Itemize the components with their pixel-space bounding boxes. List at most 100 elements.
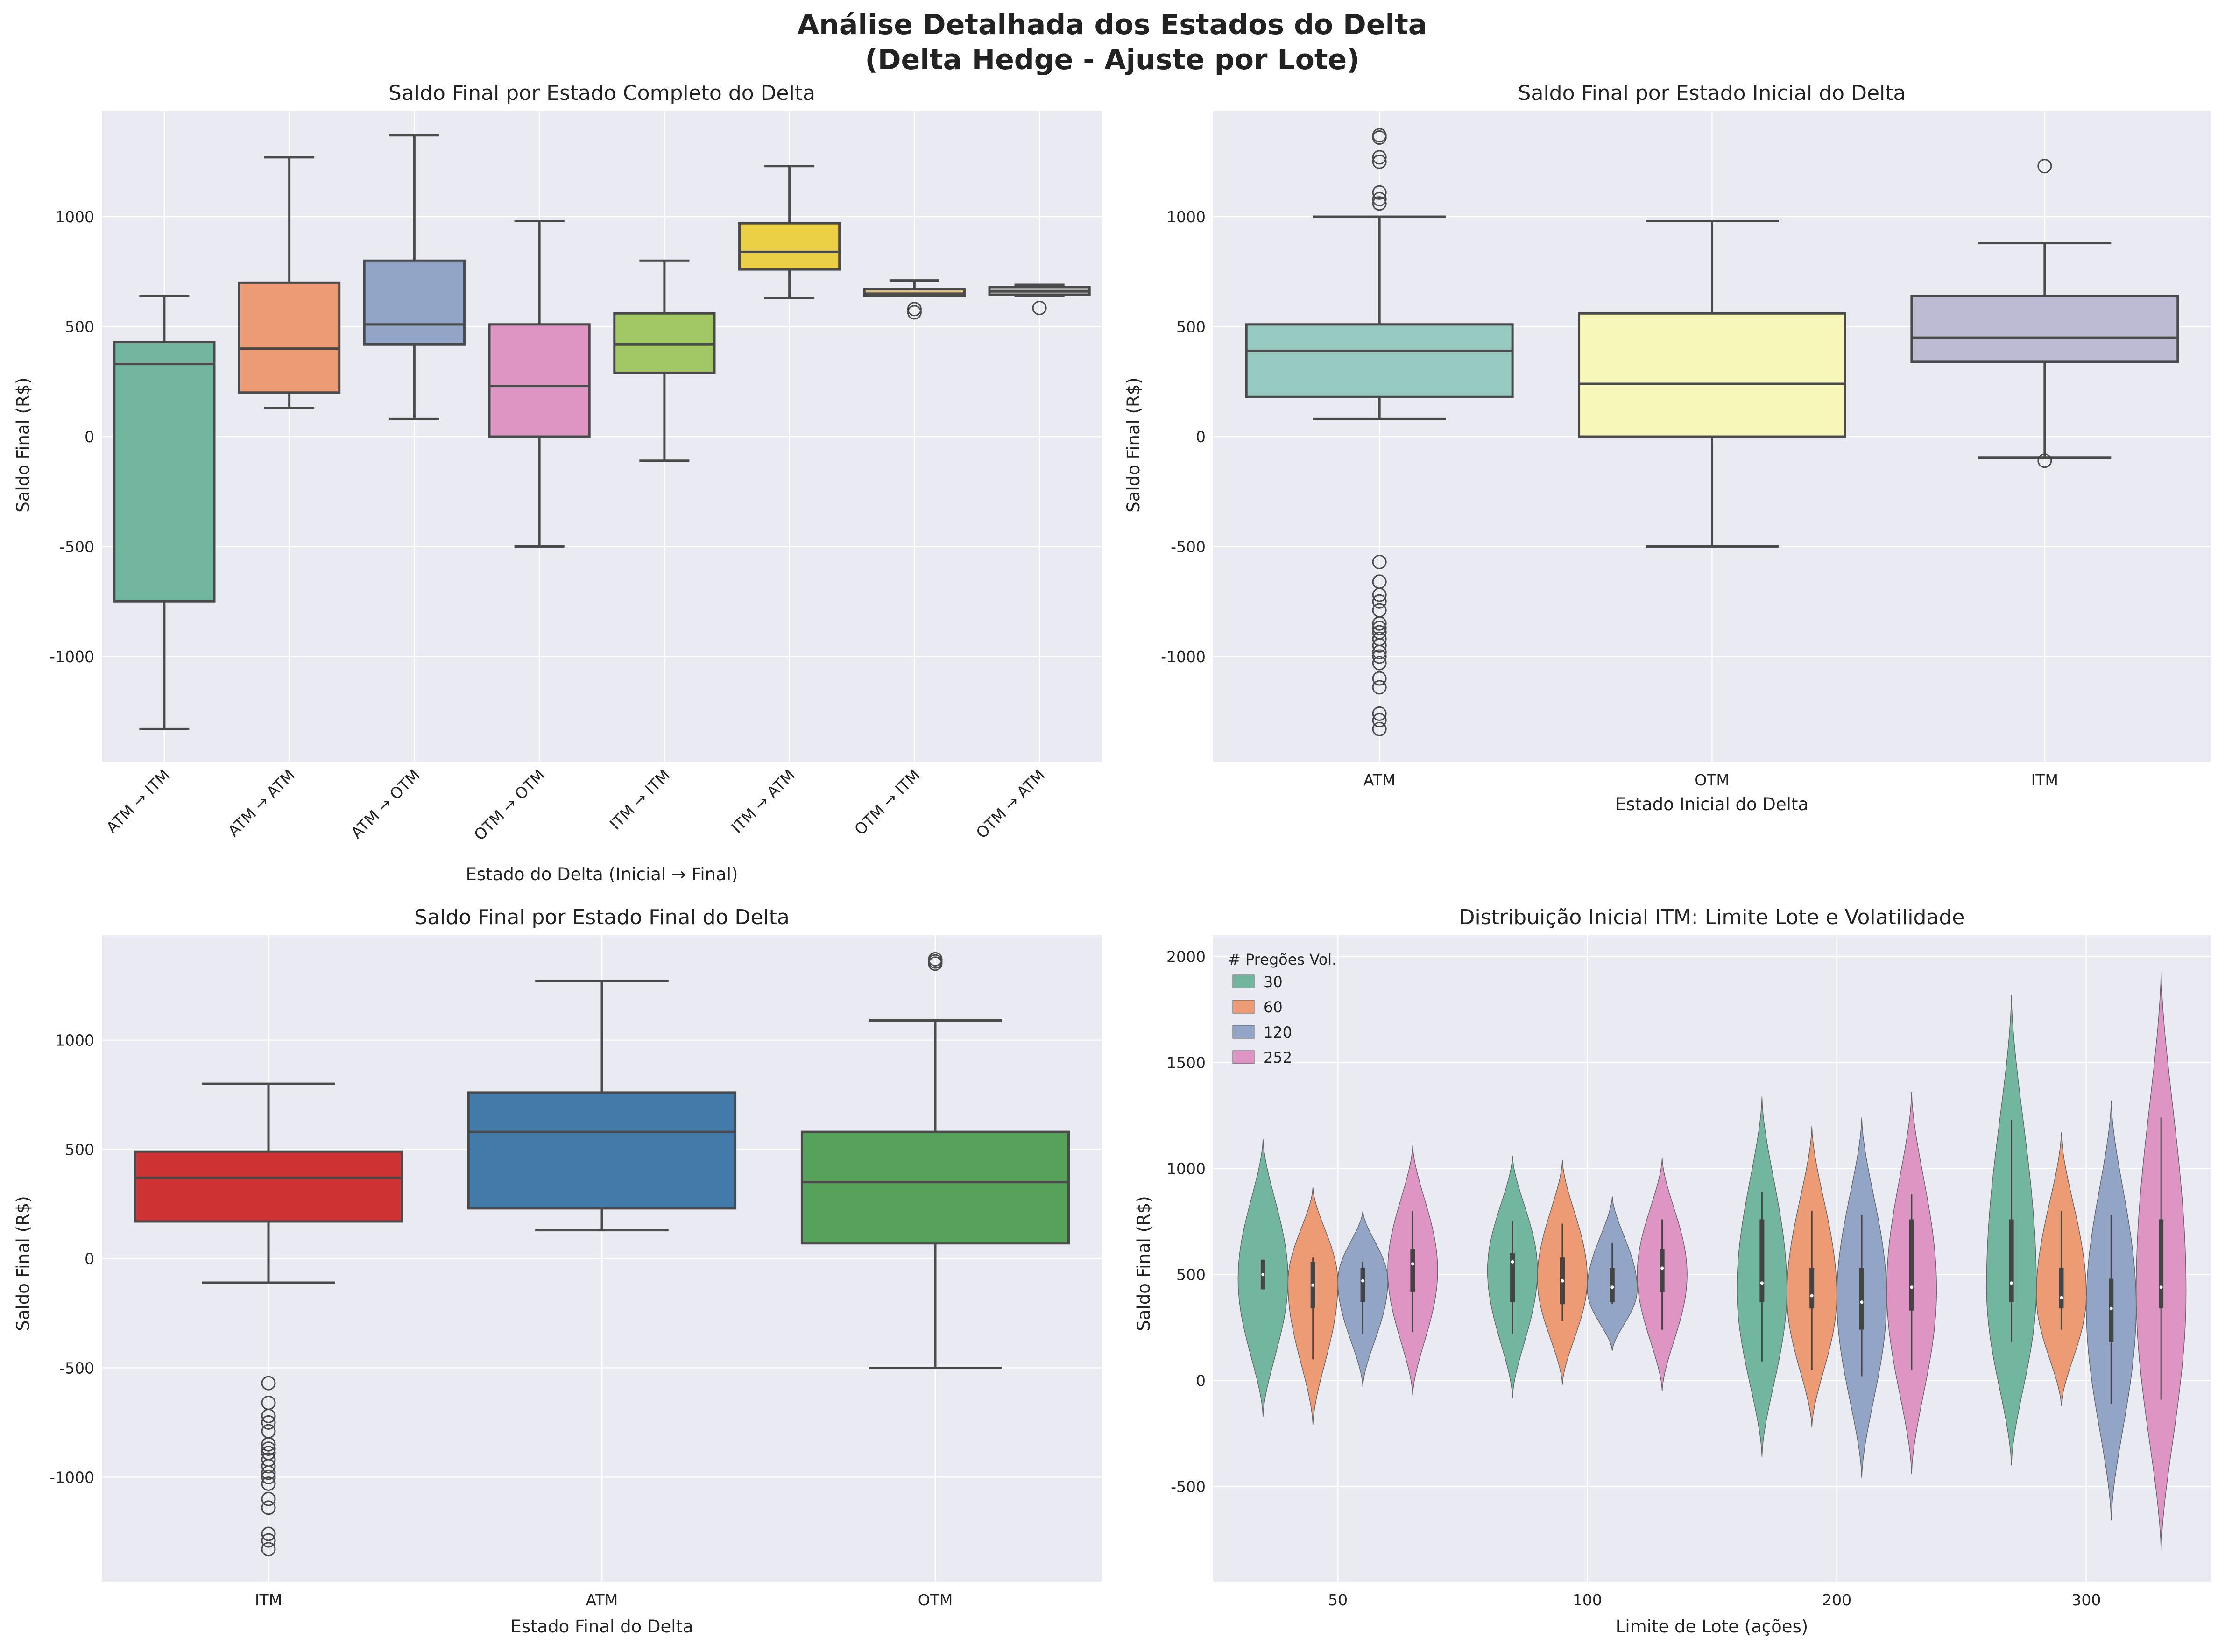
y-tick-label: 1500 [1166,1053,1206,1072]
panel-state-complete: Saldo Final por Estado Completo do Delta… [13,81,1102,884]
y-tick-label: -500 [1171,1478,1206,1496]
y-tick-label: 1000 [55,208,94,226]
x-tick-label: OTM → ATM [973,766,1049,842]
outlier-point [261,1459,276,1474]
x-axis-label: Estado Inicial do Delta [1615,794,1808,814]
outlier-point [1372,150,1387,165]
panel-state-initial: Saldo Final por Estado Inicial do Delta … [1123,81,2211,814]
violin-median [1810,1294,1814,1298]
x-axis-label: Estado Final do Delta [510,1617,693,1637]
y-tick-label: -500 [59,537,94,556]
outlier-point [1372,185,1387,200]
violin-median [1361,1279,1365,1283]
outlier-point [261,1526,276,1541]
outlier-point [1372,554,1387,569]
x-tick-label: ATM [1363,771,1396,789]
y-tick-label: 0 [85,1250,94,1268]
panel-itm-violin: Distribuição Inicial ITM: Limite Lote e … [1134,905,2211,1637]
x-tick-label: ATM → OTM [347,766,424,842]
outlier-point [261,1465,276,1480]
violin-iqr-box [2109,1278,2114,1342]
violin-median [1561,1279,1564,1283]
outlier-point [1372,130,1387,145]
outlier-point [907,305,922,320]
marks [1237,969,2187,1553]
box-2 [800,1130,1070,1245]
y-tick-label: 500 [1176,318,1206,336]
legend-entry: 60 [1264,998,1283,1016]
outlier-point [1372,671,1387,686]
marks [113,134,1091,730]
outlier-point [1372,191,1387,206]
panel-title: Distribuição Inicial ITM: Limite Lote e … [1459,905,1965,929]
outlier-point [2037,453,2052,468]
violin-median [2109,1306,2113,1310]
box-0 [113,340,216,603]
plot-area [102,111,1102,762]
y-tick-label: 0 [1196,1372,1206,1390]
outlier-point [1372,706,1387,721]
violin-iqr-box [1660,1249,1665,1292]
x-tick-label: ATM → ITM [103,766,174,837]
y-tick-label: 1000 [1166,1160,1206,1178]
outlier-point [261,1376,276,1391]
violin-iqr-box [1610,1268,1615,1302]
outlier-point [261,1491,276,1506]
y-tick-label: 0 [85,428,94,446]
box-1 [1578,312,1846,438]
y-tick-label: -500 [1171,537,1206,556]
violin-median [1860,1300,1864,1304]
violin-median [1760,1281,1764,1285]
outlier-point [1372,721,1387,736]
y-tick-label: 0 [1196,428,1206,446]
outlier-point [928,956,943,971]
legend-entry: 30 [1264,973,1283,991]
violin-iqr-box [1859,1268,1865,1330]
violin-median [1311,1283,1315,1287]
box-0 [1245,323,1514,398]
panel-title: Saldo Final por Estado Completo do Delta [388,81,815,105]
legend-swatch [1232,1025,1255,1039]
x-tick-label: OTM [1695,771,1730,789]
x-axis-label: Limite de Lote (ações) [1616,1617,1808,1637]
y-tick-label: 1000 [1166,208,1206,226]
outlier-point [261,1408,276,1423]
violin-median [1261,1273,1265,1277]
box-2 [363,259,466,346]
x-tick-label: 50 [1328,1591,1348,1609]
y-tick-label: 500 [65,1141,94,1159]
violin-median [1660,1266,1664,1270]
y-tick-label: 2000 [1166,947,1206,966]
x-tick-label: 200 [1822,1591,1851,1609]
panel-title: Saldo Final por Estado Final do Delta [414,905,790,929]
y-tick-label: 500 [65,318,94,336]
x-tick-label: ITM [255,1591,282,1609]
x-tick-label: 100 [1573,1591,1602,1609]
outlier-point [907,302,922,317]
y-tick-label: 500 [1176,1266,1206,1284]
outlier-point [1372,587,1387,602]
outlier-point [261,1437,276,1452]
y-axis-label: Saldo Final (R$) [13,377,33,512]
outlier-point [1372,196,1387,211]
outlier-point [261,1476,276,1491]
y-tick-label: -1000 [49,648,94,666]
outlier-point [1372,645,1387,660]
outlier-point [261,1533,276,1548]
outlier-point [1372,649,1387,664]
outlier-point [261,1415,276,1430]
x-tick-label: 300 [2071,1591,2101,1609]
box-2 [1910,295,2179,363]
y-tick-label: -1000 [1161,648,1206,666]
violin-median [2010,1281,2013,1285]
x-tick-label: ATM → ATM [224,766,298,840]
x-tick-label: OTM → ITM [851,766,924,839]
violin-iqr-box [1410,1249,1415,1292]
panel-title: Saldo Final por Estado Inicial do Delta [1518,81,1906,105]
outlier-point [1372,621,1387,635]
outlier-point [1372,680,1387,695]
x-tick-label: ITM [2031,771,2058,789]
legend-title: # Pregões Vol. [1228,951,1336,968]
violin-median [2059,1296,2063,1300]
outlier-point [261,1469,276,1484]
